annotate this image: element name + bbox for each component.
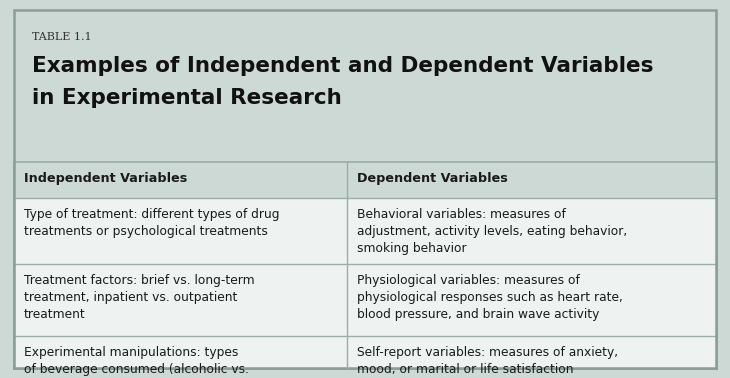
Bar	[14, 162, 716, 198]
Text: Type of treatment: different types of drug
treatments or psychological treatment: Type of treatment: different types of dr…	[24, 208, 280, 238]
Text: in Experimental Research: in Experimental Research	[32, 88, 342, 108]
Text: Dependent Variables: Dependent Variables	[358, 172, 508, 185]
Text: Independent Variables: Independent Variables	[24, 172, 188, 185]
Text: Treatment factors: brief vs. long-term
treatment, inpatient vs. outpatient
treat: Treatment factors: brief vs. long-term t…	[24, 274, 255, 321]
Text: TABLE 1.1: TABLE 1.1	[32, 32, 92, 42]
Bar	[14, 162, 716, 368]
Text: Experimental manipulations: types
of beverage consumed (alcoholic vs.
nonalcohol: Experimental manipulations: types of bev…	[24, 346, 249, 378]
Text: Behavioral variables: measures of
adjustment, activity levels, eating behavior,
: Behavioral variables: measures of adjust…	[358, 208, 628, 255]
Text: Physiological variables: measures of
physiological responses such as heart rate,: Physiological variables: measures of phy…	[358, 274, 623, 321]
Text: Self-report variables: measures of anxiety,
mood, or marital or life satisfactio: Self-report variables: measures of anxie…	[358, 346, 618, 376]
Text: Examples of Independent and Dependent Variables: Examples of Independent and Dependent Va…	[32, 56, 653, 76]
